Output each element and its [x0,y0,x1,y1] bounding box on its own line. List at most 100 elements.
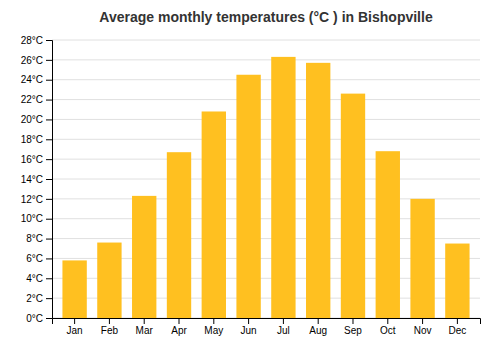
tick-label: Nov [414,325,432,336]
tick-mark [46,298,52,299]
tick-label: 22°C [21,94,43,105]
tick: 0°C [26,313,52,324]
tick: Mar [136,318,154,336]
bar [97,243,121,318]
tick-label: Sep [344,325,362,336]
tick: 28°C [21,35,52,46]
grid [52,40,480,318]
tick-mark [46,278,52,279]
tick-label: Jan [67,325,83,336]
tick-mark [46,199,52,200]
tick-mark [46,60,52,61]
tick-label: Apr [171,325,187,336]
tick-mark [46,159,52,160]
tick: 10°C [21,213,52,224]
tick-label: 10°C [21,213,43,224]
tick-label: Oct [380,325,396,336]
tick-label: 20°C [21,114,43,125]
tick-label: 2°C [26,293,43,304]
bar [62,260,86,318]
bar [306,63,330,318]
tick: Sep [344,318,362,336]
grid-line [52,99,480,100]
tick-label: 12°C [21,194,43,205]
grid-line [52,119,480,120]
bar [271,57,295,318]
grid-line [52,179,480,180]
tick-label: 24°C [21,74,43,85]
bar [445,244,469,318]
grid-line [52,40,480,41]
tick-label: 8°C [26,233,43,244]
tick: 22°C [21,94,52,105]
tick: 12°C [21,194,52,205]
tick-mark [387,318,388,324]
tick-label: Aug [309,325,327,336]
tick: Jan [67,318,83,336]
tick: 14°C [21,174,52,185]
tick-mark [109,318,110,324]
tick-mark [283,318,284,324]
tick-label: 16°C [21,154,43,165]
tick-mark [46,179,52,180]
tick-label: Jun [241,325,257,336]
tick-mark [179,318,180,324]
tick: Nov [414,318,432,336]
tick: 20°C [21,114,52,125]
title: Average monthly temperatures (°C ) in Bi… [99,9,433,25]
plot: 0°C 2°C 4°C 6°C 8°C 10°C 12°C 14°C 16°C 18°C 20°C 2… [21,35,481,336]
tick: Feb [101,318,119,336]
tick-mark [46,318,52,319]
tick-mark [144,318,145,324]
tick: Aug [309,318,327,336]
tick-mark [213,318,214,324]
x-axis: Jan Feb Mar Apr May Jun Jul Aug Sep Oct Nov Dec [53,318,481,336]
tick: May [204,318,223,336]
tick-label: Dec [448,325,466,336]
tick-label: 14°C [21,174,43,185]
tick-label: 18°C [21,134,43,145]
bar [202,111,226,318]
tick-mark [457,318,458,324]
tick-mark [46,219,52,220]
tick-mark [46,40,52,41]
bar [341,94,365,318]
tick-mark [74,318,75,324]
tick: 4°C [26,273,52,284]
tick-mark [46,80,52,81]
tick-label: 4°C [26,273,43,284]
tick-label: 28°C [21,35,43,46]
tick: Dec [448,318,466,336]
bar [410,199,434,318]
tick: 18°C [21,134,52,145]
tick-mark [46,139,52,140]
tick: 6°C [26,253,52,264]
tick-mark [46,239,52,240]
bars [62,57,469,318]
tick-mark [318,318,319,324]
tick: 8°C [26,233,52,244]
tick: Apr [171,318,187,336]
tick-mark [248,318,249,324]
tick-label: May [204,325,223,336]
axis-line [53,319,481,325]
tick: Oct [380,318,396,336]
tick: 16°C [21,154,52,165]
tick-mark [46,258,52,259]
grid-line [52,79,480,80]
bar [236,75,260,318]
tick-label: Feb [101,325,119,336]
y-axis: 0°C 2°C 4°C 6°C 8°C 10°C 12°C 14°C 16°C 18°C 20°C 2… [21,35,53,324]
tick-label: Jul [277,325,290,336]
tick: 2°C [26,293,52,304]
bar [132,196,156,318]
bar [376,151,400,318]
chart: 0°C 2°C 4°C 6°C 8°C 10°C 12°C 14°C 16°C 18°C 20°C 2… [0,0,500,350]
tick-label: 0°C [26,313,43,324]
tick-label: Mar [136,325,154,336]
tick-mark [46,100,52,101]
tick-mark [422,318,423,324]
tick: Jun [241,318,257,336]
grid-line [52,59,480,60]
tick-label: 6°C [26,253,43,264]
